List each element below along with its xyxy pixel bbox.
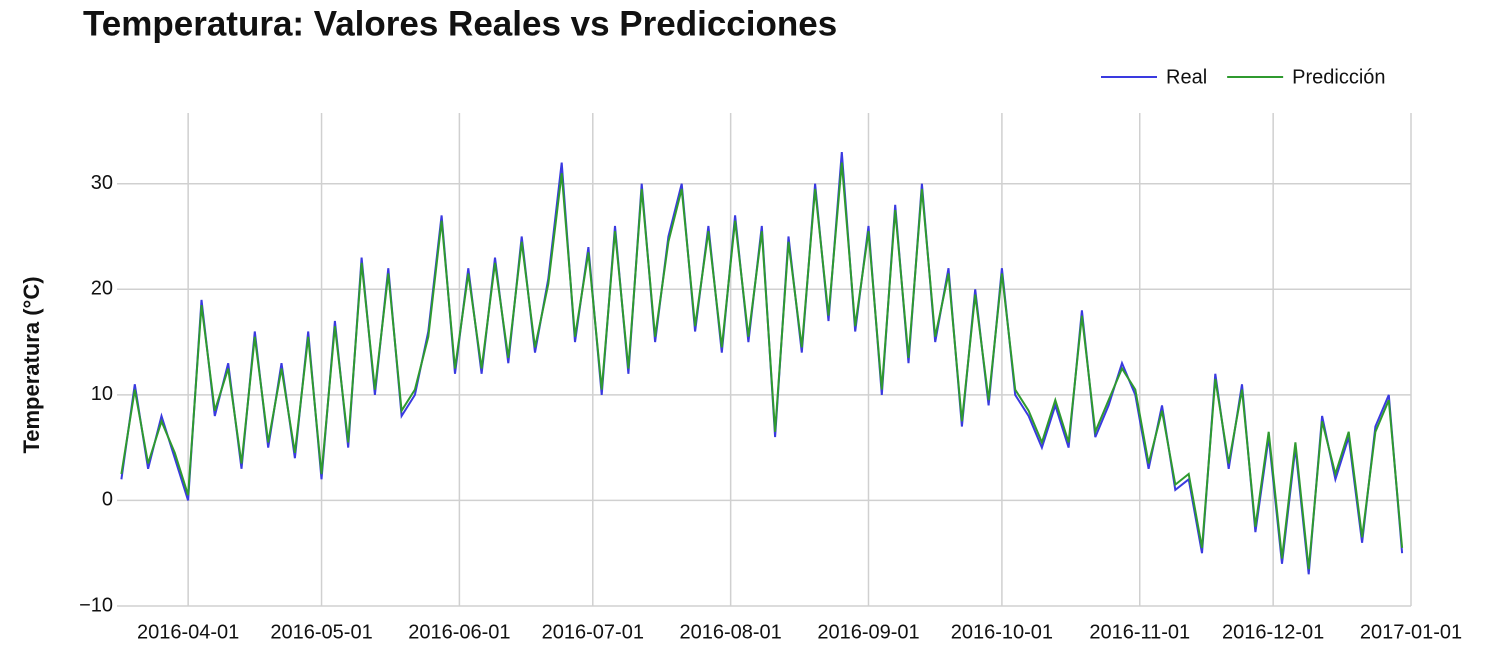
x-tick-label: 2016-04-01	[137, 621, 239, 643]
y-axis-title: Temperatura (°C)	[19, 276, 44, 453]
x-tick-label: 2016-09-01	[817, 621, 919, 643]
x-tick-label: 2016-08-01	[679, 621, 781, 643]
y-tick-label: 0	[102, 489, 113, 511]
x-tick-label: 2016-11-01	[1089, 621, 1190, 643]
legend-label: Predicción	[1292, 66, 1385, 88]
x-tick-label: 2016-10-01	[951, 621, 1053, 643]
x-tick-label: 2016-07-01	[542, 621, 644, 643]
x-tick-label: 2016-12-01	[1222, 621, 1324, 643]
series-line	[120, 152, 1404, 575]
legend-label: Real	[1166, 66, 1207, 88]
x-tick-label: 2016-05-01	[270, 621, 372, 643]
x-tick-label: 2016-06-01	[408, 621, 510, 643]
x-tick-label: 2017-01-01	[1360, 621, 1462, 643]
y-tick-label: 30	[91, 172, 113, 194]
y-tick-label: −10	[79, 594, 113, 616]
y-tick-label: 20	[91, 278, 113, 300]
series-line	[120, 162, 1404, 570]
y-tick-label: 10	[91, 383, 113, 405]
chart-title: Temperatura: Valores Reales vs Prediccio…	[83, 4, 837, 43]
